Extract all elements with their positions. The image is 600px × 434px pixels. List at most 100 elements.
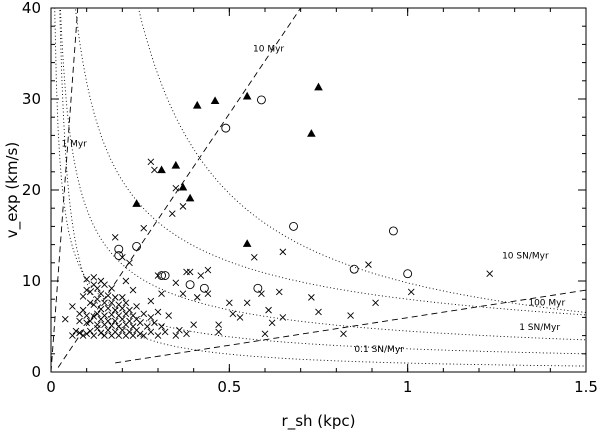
data-point-cross bbox=[250, 254, 258, 261]
data-point-cross bbox=[268, 319, 276, 327]
data-point-cross bbox=[226, 299, 233, 307]
data-point-cross bbox=[140, 224, 148, 232]
data-point-cross bbox=[83, 312, 90, 319]
data-point-cross bbox=[172, 184, 180, 192]
data-point-cross bbox=[76, 329, 83, 337]
data-point-cross bbox=[347, 312, 354, 319]
data-point-cross bbox=[111, 234, 119, 241]
data-point-cross bbox=[204, 290, 212, 298]
data-point-cross bbox=[97, 305, 105, 313]
data-point-cross bbox=[183, 268, 190, 276]
data-point-cross bbox=[197, 272, 205, 279]
data-point-cross bbox=[94, 284, 101, 292]
data-point-filled-triangle bbox=[210, 96, 220, 105]
curve-1-sn-myr bbox=[59, 8, 586, 341]
data-point-cross bbox=[83, 319, 90, 327]
dashed-line-1-myr bbox=[51, 8, 79, 372]
data-point-cross bbox=[94, 295, 101, 303]
data-point-cross bbox=[97, 329, 105, 337]
y-tick-label: 10 bbox=[22, 272, 41, 290]
data-point-cross bbox=[147, 328, 155, 336]
data-point-open-circle bbox=[114, 251, 124, 260]
data-point-cross bbox=[154, 308, 162, 316]
data-point-cross bbox=[83, 286, 90, 294]
x-axis-title: r_sh (kpc) bbox=[282, 412, 356, 431]
data-point-cross bbox=[119, 326, 126, 334]
data-point-cross bbox=[86, 317, 94, 325]
data-point-cross bbox=[111, 317, 119, 325]
data-point-cross bbox=[168, 210, 176, 217]
data-point-cross bbox=[111, 294, 119, 301]
data-point-cross bbox=[69, 303, 76, 310]
data-point-open-circle bbox=[403, 269, 413, 279]
data-point-cross bbox=[79, 293, 87, 300]
data-point-filled-triangle bbox=[307, 129, 316, 137]
data-point-cross bbox=[86, 327, 94, 335]
data-point-cross bbox=[151, 319, 158, 327]
data-point-cross bbox=[204, 266, 212, 274]
dashed-line-10-myr bbox=[57, 8, 302, 368]
data-point-cross bbox=[179, 203, 187, 210]
data-point-cross bbox=[154, 332, 162, 339]
data-point-cross bbox=[243, 299, 251, 307]
data-point-filled-triangle bbox=[171, 160, 181, 169]
data-point-open-circle bbox=[289, 221, 298, 231]
data-point-cross bbox=[115, 332, 123, 339]
data-point-open-circle bbox=[388, 226, 398, 236]
curve-label: 0.1 SN/Myr bbox=[354, 345, 404, 355]
data-point-cross bbox=[147, 297, 155, 305]
data-point-cross bbox=[119, 254, 126, 261]
data-point-cross bbox=[61, 315, 69, 323]
data-point-open-circle bbox=[221, 123, 231, 133]
data-point-cross bbox=[104, 304, 112, 312]
data-point-cross bbox=[122, 299, 130, 307]
curve-label: 1 Myr bbox=[61, 139, 87, 149]
data-point-cross bbox=[258, 290, 265, 298]
data-point-cross bbox=[126, 306, 133, 314]
data-point-cross bbox=[101, 332, 108, 339]
data-point-filled-triangle bbox=[185, 193, 195, 202]
data-point-cross bbox=[90, 274, 98, 281]
data-point-cross bbox=[143, 323, 151, 330]
data-point-cross bbox=[111, 306, 119, 314]
data-point-cross bbox=[165, 312, 173, 319]
x-tick-label: 1.5 bbox=[574, 378, 598, 396]
data-point-cross bbox=[79, 332, 87, 339]
data-point-cross bbox=[279, 248, 287, 256]
data-point-cross bbox=[83, 275, 90, 283]
data-point-cross bbox=[69, 332, 76, 339]
data-point-cross bbox=[104, 326, 112, 334]
data-point-cross bbox=[119, 304, 126, 312]
data-point-cross bbox=[275, 288, 283, 296]
data-point-cross bbox=[108, 299, 115, 307]
data-point-cross bbox=[140, 332, 148, 339]
data-points bbox=[61, 82, 494, 339]
curve-10-sn-myr bbox=[74, 8, 586, 316]
data-point-cross bbox=[158, 323, 165, 330]
data-point-cross bbox=[101, 281, 108, 288]
curve-1-myr bbox=[59, 8, 586, 367]
data-point-cross bbox=[229, 310, 237, 318]
data-point-open-circle bbox=[114, 244, 124, 254]
y-axis-title: v_exp (km/s) bbox=[3, 142, 22, 238]
data-point-cross bbox=[72, 327, 80, 335]
data-point-cross bbox=[83, 330, 90, 338]
data-point-cross bbox=[236, 314, 244, 321]
data-point-cross bbox=[79, 306, 87, 314]
x-tick-label: 0.5 bbox=[217, 378, 241, 396]
y-tick-label: 40 bbox=[22, 0, 41, 17]
data-point-filled-triangle bbox=[157, 165, 166, 174]
data-point-cross bbox=[261, 330, 269, 338]
data-point-cross bbox=[90, 313, 98, 320]
curve-labels: 10 Myr 1 Myr 10 SN/Myr 100 Myr 1 SN/Myr 0.1 S… bbox=[61, 45, 565, 355]
data-point-cross bbox=[193, 294, 201, 301]
data-point-cross bbox=[158, 290, 165, 298]
data-point-cross bbox=[129, 286, 137, 294]
data-point-cross bbox=[86, 299, 94, 307]
y-tick-label: 30 bbox=[22, 90, 41, 108]
data-point-cross bbox=[119, 315, 126, 323]
data-point-cross bbox=[140, 310, 148, 318]
x-tick-label: 0 bbox=[46, 378, 56, 396]
data-point-cross bbox=[126, 317, 133, 325]
